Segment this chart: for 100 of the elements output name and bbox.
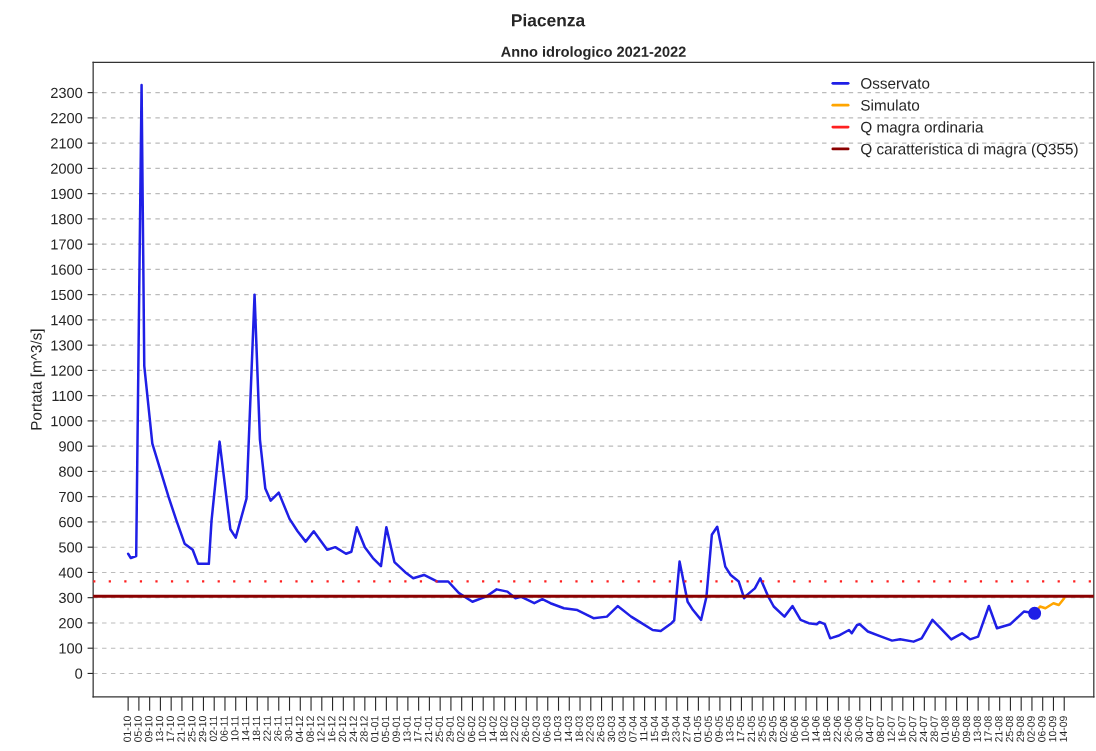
x-tick-label: 30-03 (607, 716, 616, 742)
x-tick-label: 17-08 (984, 716, 992, 742)
x-tick-label: 10-11 (231, 716, 239, 741)
x-tick-label: 14-03 (564, 716, 573, 742)
x-tick-label: 08-12 (306, 716, 314, 742)
x-tick-label: 05-10 (134, 716, 142, 742)
chart-subtitle: Anno idrologico 2021-2022 (501, 46, 686, 60)
x-tick-label: 27-04 (683, 715, 691, 742)
x-tick-label: 02-03 (532, 716, 540, 742)
x-tick-label: 22-03 (586, 716, 594, 742)
x-tick-label: 25-10 (188, 716, 196, 742)
x-tick-label: 13-05 (726, 716, 734, 742)
y-tick-label: 1100 (52, 390, 83, 402)
x-tick-label: 25-08 (1005, 716, 1014, 742)
x-tick-label: 10-02 (478, 716, 486, 742)
x-tick-label: 28-12 (360, 716, 368, 742)
x-tick-label: 01-08 (941, 716, 949, 742)
x-tick-label: 15-04 (650, 715, 659, 742)
x-tick-label: 18-11 (252, 716, 261, 741)
x-tick-label: 18-02 (500, 716, 508, 742)
x-tick-label: 06-03 (543, 716, 551, 742)
x-tick-label: 10-09 (1048, 716, 1057, 742)
y-tick-label: 1800 (51, 214, 83, 225)
y-tick-label: 1500 (51, 289, 83, 301)
x-tick-label: 17-01 (414, 716, 422, 742)
x-tick-label: 28-07 (930, 716, 938, 742)
x-tick-label: 02-09 (1027, 716, 1035, 742)
x-tick-label: 20-12 (338, 716, 347, 742)
x-tick-label: 17-05 (736, 716, 745, 742)
x-tick-label: 22-02 (510, 716, 519, 742)
x-tick-label: 24-12 (349, 716, 357, 742)
x-tick-label: 26-02 (521, 716, 530, 742)
x-tick-label: 14-09 (1059, 716, 1068, 742)
x-tick-label: 07-04 (629, 715, 637, 742)
x-tick-label: 16-12 (327, 716, 336, 742)
y-tick-label: 0 (75, 668, 83, 679)
x-tick-label: 16-07 (898, 716, 906, 742)
x-tick-label: 12-12 (317, 716, 325, 742)
x-tick-label: 09-10 (145, 716, 153, 742)
x-tick-label: 21-08 (995, 716, 1003, 742)
x-tick-label: 21-10 (177, 716, 185, 742)
x-tick-label: 01-10 (123, 716, 131, 742)
x-tick-label: 25-01 (435, 716, 443, 742)
x-tick-label: 13-08 (973, 716, 981, 742)
x-tick-label: 04-12 (295, 716, 304, 742)
x-tick-label: 05-05 (704, 716, 712, 742)
x-tick-label: 22-11 (263, 716, 271, 742)
x-tick-label: 01-01 (371, 716, 379, 742)
x-tick-label: 06-11 (220, 716, 228, 742)
x-tick-label: 21-01 (424, 716, 433, 742)
y-tick-label: 1300 (51, 340, 83, 351)
x-tick-label: 29-05 (769, 716, 777, 742)
x-tick-label: 23-04 (672, 715, 680, 742)
x-tick-label: 08-07 (876, 716, 885, 742)
x-tick-label: 02-02 (457, 716, 465, 742)
y-tick-label: 400 (58, 567, 83, 578)
x-tick-label: 21-05 (747, 716, 755, 742)
x-tick-label: 19-04 (661, 715, 669, 742)
y-tick-label: 1400 (51, 315, 83, 326)
x-tick-label: 02-06 (779, 716, 788, 742)
chart-title: Piacenza (512, 13, 586, 27)
y-tick-label: 1600 (51, 264, 83, 275)
x-tick-label: 10-03 (553, 716, 562, 742)
y-tick-label: 300 (58, 592, 83, 604)
x-tick-label: 18-06 (822, 716, 831, 742)
x-tick-label: 09-08 (962, 716, 971, 742)
x-tick-label: 05-08 (952, 716, 960, 742)
x-tick-label: 29-10 (198, 716, 207, 742)
x-tick-label: 18-03 (575, 716, 583, 742)
y-axis-title: Portata [m^3/s] (30, 329, 45, 430)
x-tick-label: 09-05 (715, 716, 723, 742)
y-tick-label: 800 (59, 466, 83, 477)
x-tick-label: 13-10 (155, 716, 164, 742)
y-tick-label: 1900 (51, 188, 83, 200)
x-tick-label: 30-11 (284, 716, 293, 742)
x-tick-label: 26-06 (844, 716, 852, 742)
x-tick-label: 02-11 (209, 716, 217, 742)
x-tick-label: 14-06 (812, 716, 820, 742)
y-tick-label: 1700 (51, 239, 83, 250)
x-tick-label: 24-07 (919, 716, 928, 742)
y-tick-label: 100 (59, 643, 83, 654)
x-tick-label: 09-01 (392, 716, 400, 742)
x-tick-label: 20-07 (909, 716, 917, 742)
y-tick-label: 2100 (51, 138, 83, 149)
x-tick-label: 12-07 (887, 716, 895, 742)
x-tick-label: 29-01 (446, 716, 454, 742)
y-tick-label: 700 (59, 491, 83, 503)
x-tick-label: 25-05 (758, 716, 766, 742)
x-tick-label: 06-09 (1038, 716, 1046, 742)
x-tick-label: 05-01 (381, 716, 390, 742)
x-tick-label: 10-06 (801, 716, 809, 742)
y-tick-label: 2000 (51, 163, 83, 174)
x-tick-label: 03-04 (618, 715, 626, 742)
x-tick-label: 29-08 (1016, 716, 1024, 742)
y-tick-label: 2200 (51, 112, 83, 124)
legend-label: Simulato (861, 99, 920, 111)
y-tick-label: 900 (59, 441, 83, 452)
x-tick-label: 13-01 (403, 716, 411, 742)
x-tick-label: 22-06 (833, 716, 842, 742)
y-tick-label: 500 (59, 542, 83, 553)
